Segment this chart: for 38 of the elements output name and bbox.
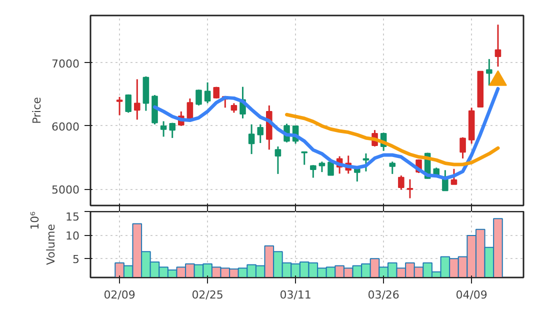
x-tick-label: 02/09 xyxy=(104,288,136,302)
y-tick-label: 5 xyxy=(72,253,80,266)
candlestick xyxy=(450,168,458,186)
candlestick xyxy=(301,150,308,166)
x-tick-label: 02/25 xyxy=(192,288,224,302)
candlestick xyxy=(196,88,202,106)
candlestick xyxy=(116,96,123,116)
y-tick-label: 6000 xyxy=(52,120,80,134)
candlestick xyxy=(406,178,414,199)
candlestick xyxy=(310,164,316,178)
candlestick xyxy=(486,58,492,86)
x-tick-label: 03/26 xyxy=(368,288,400,302)
candlestick xyxy=(134,78,140,120)
y-tick-label: 5000 xyxy=(52,184,80,197)
y-axis-title: Volume xyxy=(44,224,58,265)
candlestick xyxy=(318,160,326,173)
y-tick-label: 15 xyxy=(66,210,80,224)
candlestick xyxy=(362,152,370,172)
candlestick xyxy=(230,102,238,114)
text: 10⁶ xyxy=(28,210,42,230)
candlestick xyxy=(160,120,167,138)
x-tick-label: 04/09 xyxy=(456,288,488,302)
candlestick xyxy=(494,24,502,68)
candlestick xyxy=(186,98,194,120)
line-series xyxy=(285,112,500,166)
candlestick xyxy=(125,94,132,114)
candlestick xyxy=(257,124,264,144)
candlestick xyxy=(169,122,176,139)
candlestick xyxy=(389,160,396,175)
y-axis-title: Price xyxy=(30,96,44,124)
y-tick-label: 7000 xyxy=(52,57,80,70)
x-tick-label: 03/11 xyxy=(280,288,312,302)
y-tick-label: 10 xyxy=(66,230,80,243)
candlestick xyxy=(204,82,211,104)
candlestick xyxy=(398,174,404,190)
candlestick xyxy=(460,136,466,160)
candlestick xyxy=(274,146,282,175)
candlestick xyxy=(248,124,255,155)
